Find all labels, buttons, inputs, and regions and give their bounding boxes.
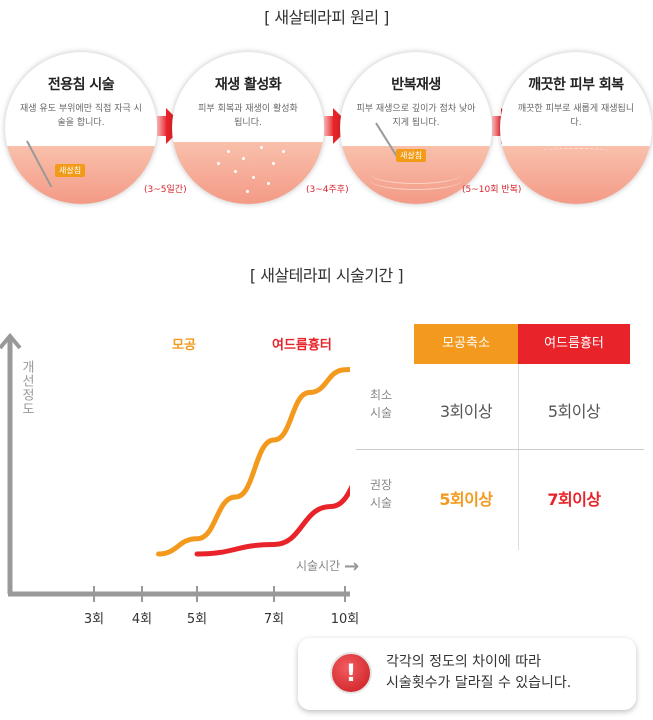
- interval-1: (3~5일간): [144, 185, 187, 195]
- x-tick-label: 7회: [263, 612, 285, 627]
- y-axis-label: 개선정도: [19, 360, 34, 416]
- arrow-icon: [492, 116, 502, 136]
- step-circle-3: 반복재생 피부 재생으로 깊이가 점차 낮아지게 됩니다. 새살침: [340, 52, 492, 204]
- step-2-desc: 피부 회복과 재생이 활성화 됩니다.: [198, 104, 298, 128]
- row-label-min: 최소 시술: [369, 388, 393, 420]
- arrow-icon: [157, 116, 167, 136]
- table-cell: 5회이상: [439, 490, 493, 509]
- needle-tag: 새살침: [55, 164, 86, 177]
- series-line-pore: [156, 366, 350, 557]
- x-axis-arrow-icon: →: [344, 556, 360, 577]
- step-3-desc: 피부 재생으로 깊이가 점차 낮아지게 됩니다.: [356, 104, 476, 128]
- step-4-title: 깨끗한 피부 회복: [528, 77, 624, 93]
- arrow-icon: [324, 116, 334, 136]
- x-axis-label: 시술시간 →: [296, 556, 360, 577]
- x-tick-label: 10회: [330, 612, 360, 627]
- table-cell: 7회이상: [547, 490, 601, 509]
- step-circle-4: 깨끗한 피부 회복 깨끗한 피부로 새롭게 재생됩니다.: [500, 52, 652, 204]
- period-title: [ 새살테라피 시술기간 ]: [249, 266, 404, 285]
- interval-2: (3~4주후): [306, 185, 349, 195]
- y-axis-arrow-icon: [0, 332, 22, 350]
- principle-title: [ 새살테라피 원리 ]: [264, 8, 389, 27]
- table-header-pore: 모공축소: [414, 324, 518, 364]
- interval-3: (5~10회 반복): [462, 185, 522, 195]
- series-label-pore: 모공: [172, 338, 196, 353]
- notice-text: 각각의 정도의 차이에 따라 시술횟수가 달라질 수 있습니다.: [386, 654, 572, 691]
- step-circle-2: 재생 활성화 피부 회복과 재생이 활성화 됩니다.: [172, 52, 324, 204]
- x-tick-label: 5회: [186, 612, 208, 627]
- step-2-title: 재생 활성화: [214, 77, 282, 93]
- table-cell: 3회이상: [439, 402, 493, 421]
- step-circle-1: 전용침 시술 재생 유도 부위에만 직접 자극 시술을 합니다. 새살침: [5, 52, 157, 204]
- x-tick-label: 3회: [83, 612, 105, 627]
- step-4-desc: 깨끗한 피부로 새롭게 재생됩니다.: [517, 104, 635, 128]
- table-header-scar: 여드름흉터: [518, 324, 630, 364]
- warning-icon: !: [330, 652, 372, 694]
- notice-box: ! 각각의 정도의 차이에 따라 시술횟수가 달라질 수 있습니다.: [298, 638, 636, 710]
- row-label-recommended: 권장 시술: [369, 478, 393, 510]
- series-line-scar: [194, 484, 350, 557]
- needle-tag: 새살침: [396, 149, 427, 162]
- x-tick-label: 4회: [131, 612, 153, 627]
- step-1-title: 전용침 시술: [47, 77, 115, 93]
- series-label-scar: 여드름흉터: [272, 338, 332, 353]
- step-3-title: 반복재생: [391, 77, 441, 93]
- step-1-desc: 재생 유도 부위에만 직접 자극 시술을 합니다.: [20, 104, 142, 128]
- improvement-chart: [0, 332, 350, 602]
- table-cell: 5회이상: [547, 402, 601, 421]
